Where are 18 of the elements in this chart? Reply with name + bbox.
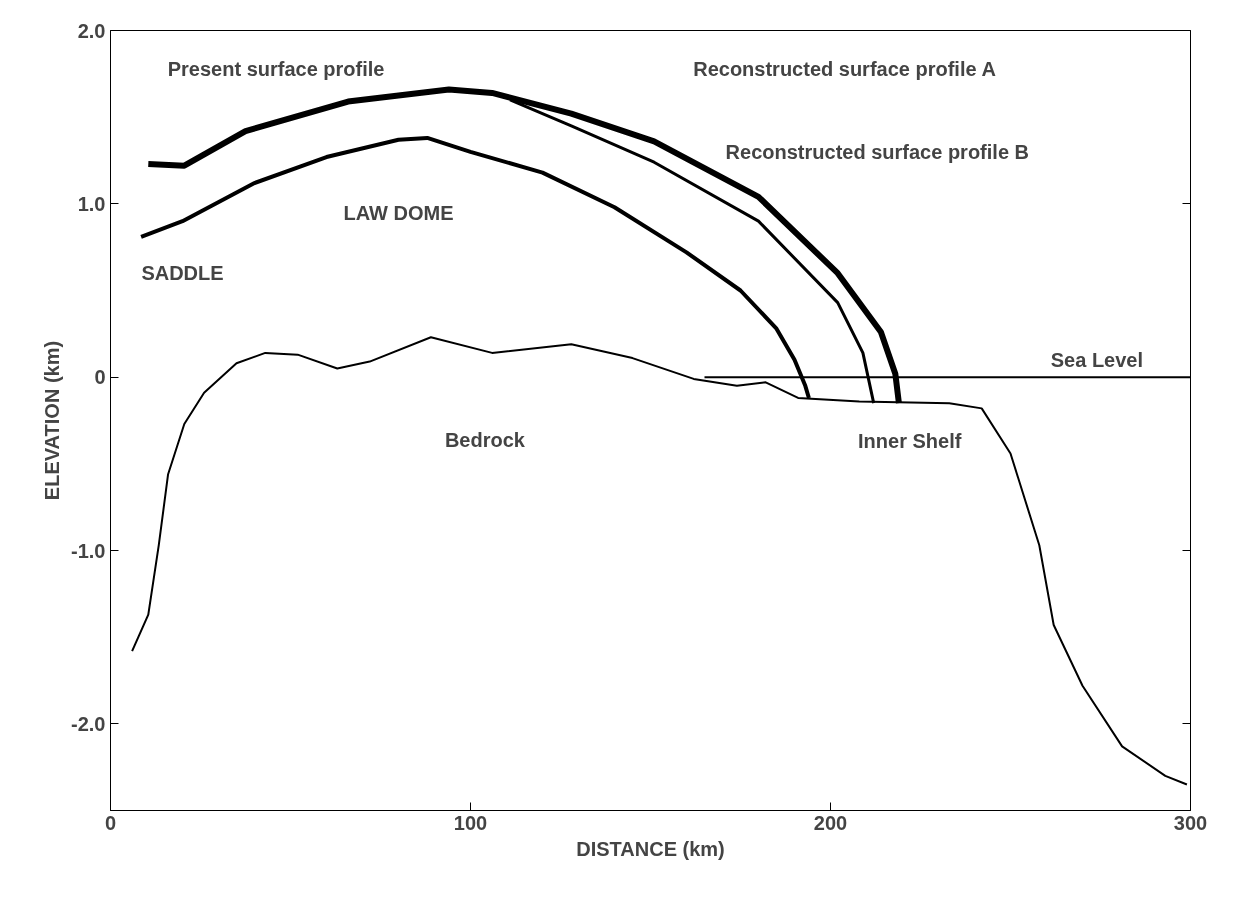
x-axis-title: DISTANCE (km) [576,837,725,860]
y-tick-label: 2.0 [77,19,106,42]
annotation: SADDLE [141,262,224,285]
annotation: Reconstructed surface profile A [693,57,996,80]
y-tick-label: 0 [94,366,106,389]
y-tick-label: 1.0 [77,192,106,215]
annotation: Reconstructed surface profile B [725,140,1030,163]
annotation: LAW DOME [343,201,454,224]
annotation: Present surface profile [167,57,385,80]
annotation: Sea Level [1050,348,1144,371]
x-tick-label: 200 [813,811,848,834]
x-tick-label: 100 [453,811,488,834]
annotation: Inner Shelf [858,430,962,453]
annotation: Bedrock [444,428,526,451]
y-axis-title: ELEVATION (km) [41,340,64,501]
x-tick-label: 300 [1173,811,1208,834]
y-tick-label: -1.0 [71,539,106,562]
y-tick-label: -2.0 [71,712,106,735]
